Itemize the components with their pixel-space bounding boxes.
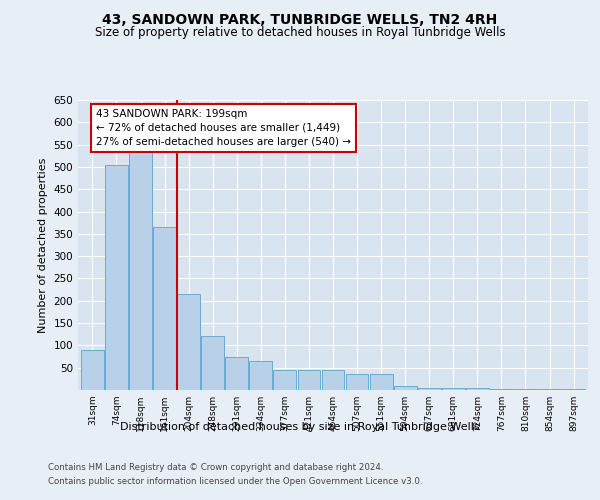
Bar [274, 370, 296, 390]
Bar [370, 374, 392, 390]
Bar [201, 336, 224, 390]
Text: Size of property relative to detached houses in Royal Tunbridge Wells: Size of property relative to detached ho… [95, 26, 505, 39]
Bar [298, 370, 320, 390]
Bar [81, 350, 104, 390]
Bar [153, 227, 176, 390]
Text: Distribution of detached houses by size in Royal Tunbridge Wells: Distribution of detached houses by size … [120, 422, 480, 432]
Text: 43, SANDOWN PARK, TUNBRIDGE WELLS, TN2 4RH: 43, SANDOWN PARK, TUNBRIDGE WELLS, TN2 4… [103, 12, 497, 26]
Bar [394, 386, 416, 390]
Bar [346, 374, 368, 390]
Bar [105, 164, 128, 390]
Bar [514, 388, 537, 390]
Text: Contains public sector information licensed under the Open Government Licence v3: Contains public sector information licen… [48, 478, 422, 486]
Bar [322, 370, 344, 390]
Bar [442, 388, 465, 390]
Bar [129, 152, 152, 390]
Bar [538, 388, 561, 390]
Bar [490, 388, 513, 390]
Bar [466, 388, 489, 390]
Text: 43 SANDOWN PARK: 199sqm
← 72% of detached houses are smaller (1,449)
27% of semi: 43 SANDOWN PARK: 199sqm ← 72% of detache… [96, 109, 351, 147]
Y-axis label: Number of detached properties: Number of detached properties [38, 158, 48, 332]
Text: Contains HM Land Registry data © Crown copyright and database right 2024.: Contains HM Land Registry data © Crown c… [48, 462, 383, 471]
Bar [562, 388, 585, 390]
Bar [226, 356, 248, 390]
Bar [418, 388, 440, 390]
Bar [177, 294, 200, 390]
Bar [250, 361, 272, 390]
